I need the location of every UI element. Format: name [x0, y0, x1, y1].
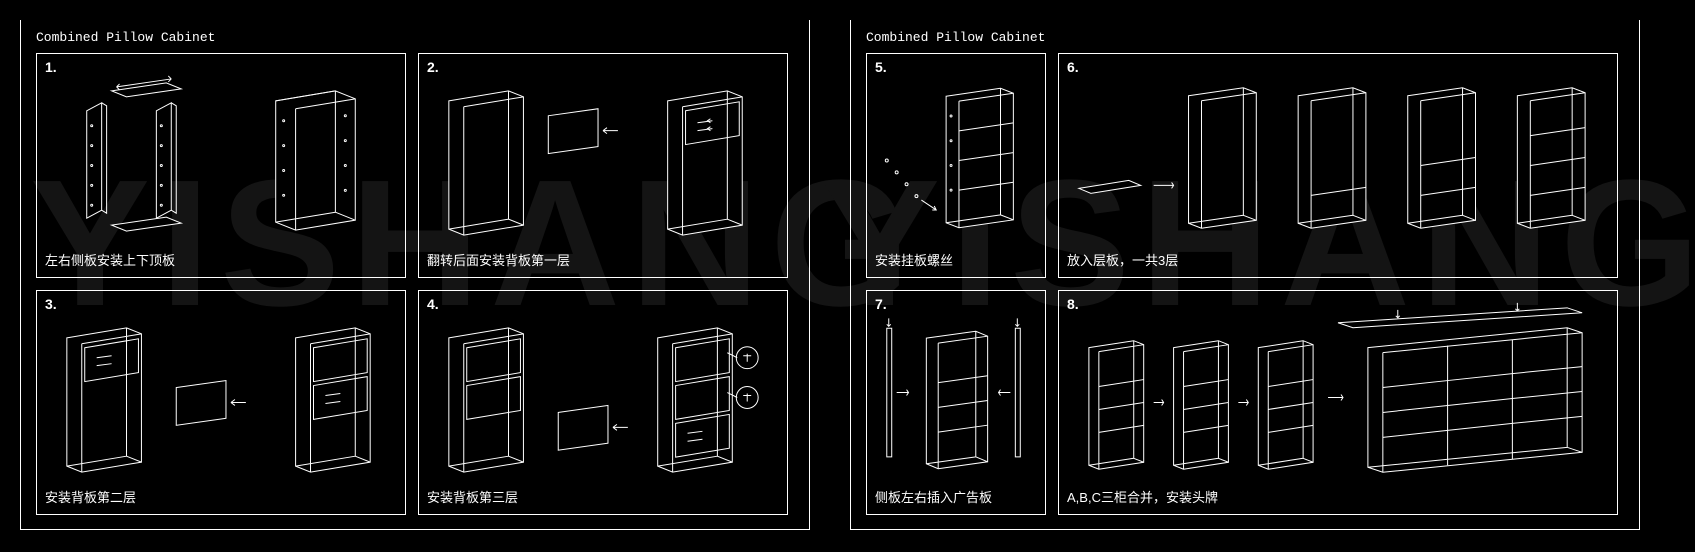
- pages-container: Combined Pillow Cabinet 1.: [0, 0, 1695, 550]
- step-5-caption: 安装挂板螺丝: [875, 250, 953, 269]
- step-7-num: 7.: [875, 296, 887, 312]
- step-5-num: 5.: [875, 59, 887, 75]
- page-2: Combined Pillow Cabinet 5.: [850, 20, 1640, 530]
- step-4-diagram: [419, 311, 787, 484]
- step-8-caption: A,B,C三柜合并，安装头牌: [1067, 487, 1218, 506]
- step-2-caption: 翻转后面安装背板第一层: [427, 250, 570, 269]
- page-1-grid: 1.: [31, 53, 799, 515]
- step-3: 3.: [36, 290, 406, 515]
- step-4-num: 4.: [427, 296, 439, 312]
- step-3-num: 3.: [45, 296, 57, 312]
- page-2-title: Combined Pillow Cabinet: [866, 30, 1629, 45]
- page-2-grid: 5.: [861, 53, 1629, 515]
- step-3-diagram: [37, 311, 405, 484]
- step-8: 8.: [1058, 290, 1618, 515]
- step-1-caption: 左右侧板安装上下顶板: [45, 250, 175, 269]
- step-8-diagram: [1059, 311, 1617, 484]
- step-6-num: 6.: [1067, 59, 1079, 75]
- step-1: 1.: [36, 53, 406, 278]
- step-8-num: 8.: [1067, 296, 1079, 312]
- step-6-caption: 放入层板，一共3层: [1067, 250, 1178, 269]
- page-1: Combined Pillow Cabinet 1.: [20, 20, 810, 530]
- step-6-diagram: [1059, 74, 1617, 247]
- step-7-diagram: [867, 311, 1045, 484]
- step-5-diagram: [867, 74, 1045, 247]
- step-6: 6.: [1058, 53, 1618, 278]
- step-2: 2.: [418, 53, 788, 278]
- step-1-diagram: [37, 74, 405, 247]
- step-7-caption: 侧板左右插入广告板: [875, 487, 992, 506]
- step-2-diagram: [419, 74, 787, 247]
- step-1-num: 1.: [45, 59, 57, 75]
- step-2-num: 2.: [427, 59, 439, 75]
- page-1-title: Combined Pillow Cabinet: [36, 30, 799, 45]
- step-4-caption: 安装背板第三层: [427, 487, 518, 506]
- step-5: 5.: [866, 53, 1046, 278]
- step-7: 7.: [866, 290, 1046, 515]
- step-4: 4.: [418, 290, 788, 515]
- step-3-caption: 安装背板第二层: [45, 487, 136, 506]
